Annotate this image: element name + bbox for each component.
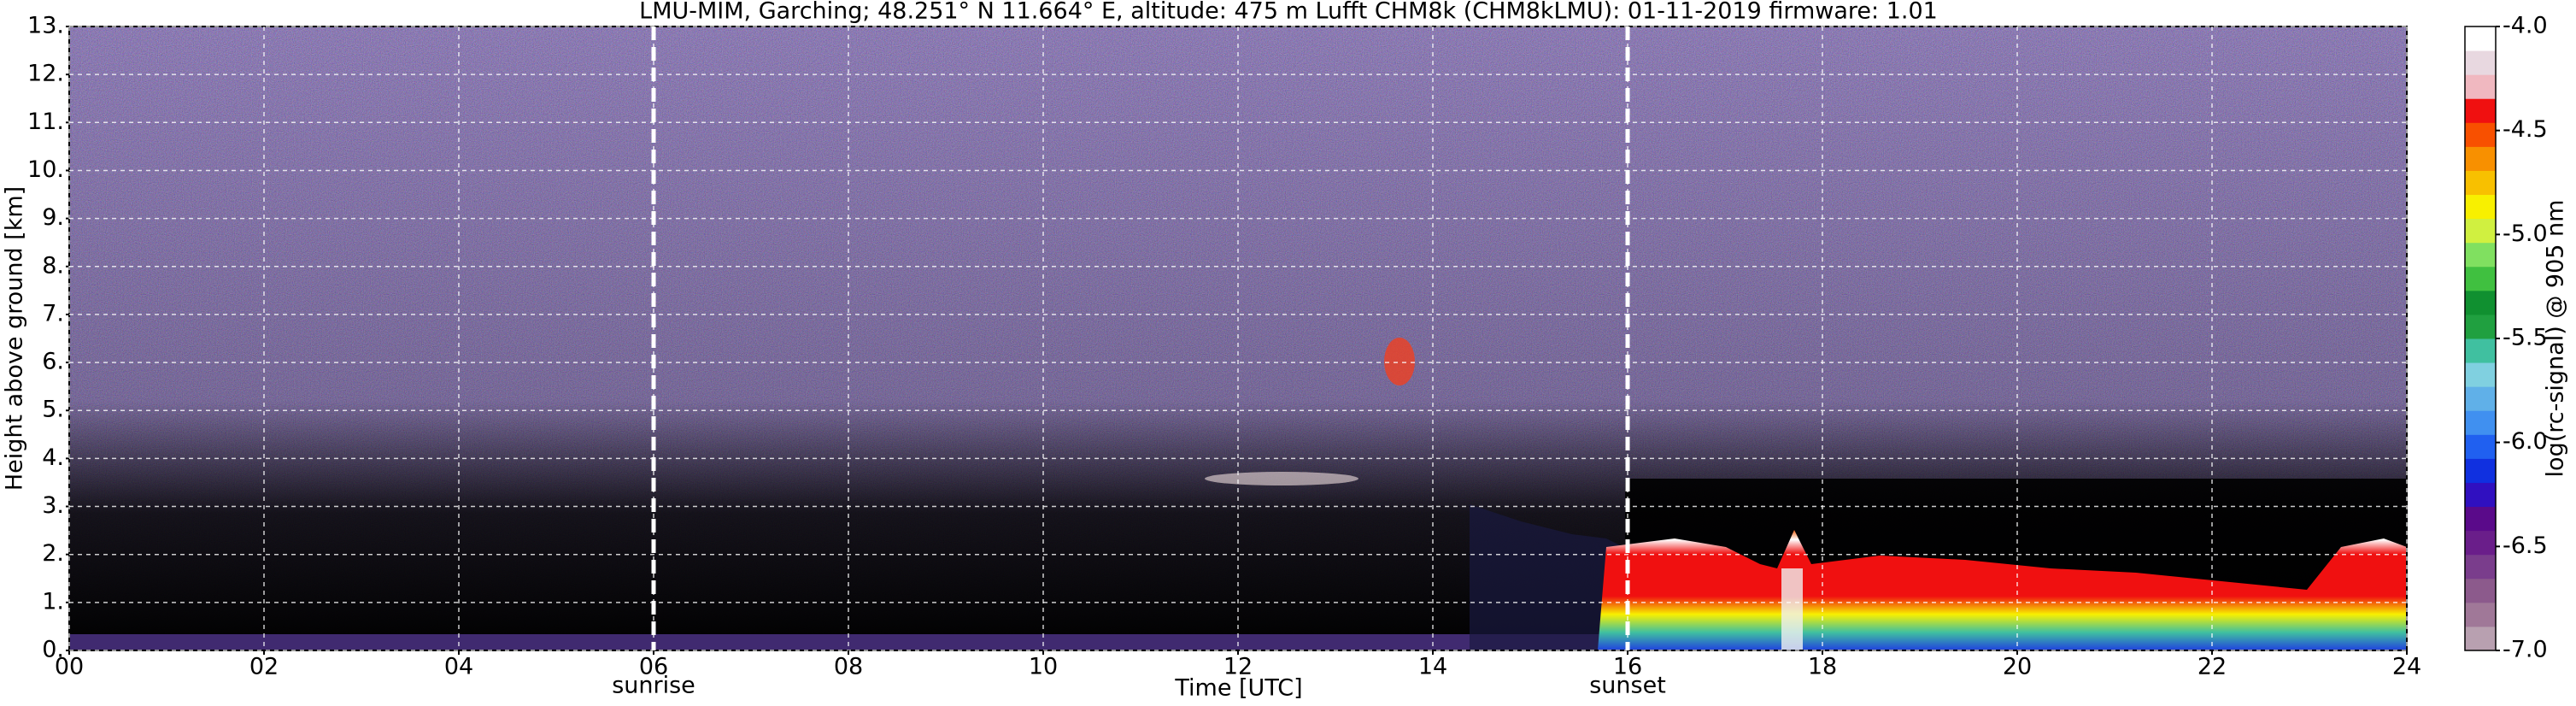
x-tick-label: 04 bbox=[444, 654, 473, 680]
colorbar-segment bbox=[2465, 578, 2496, 603]
colorbar-segment bbox=[2465, 338, 2496, 363]
colorbar-segment bbox=[2465, 26, 2496, 51]
colorbar-segment bbox=[2465, 506, 2496, 532]
colorbar-segment bbox=[2465, 50, 2496, 75]
x-tick-label: 18 bbox=[1808, 654, 1837, 680]
colorbar-segment bbox=[2465, 458, 2496, 483]
surface-layer bbox=[69, 634, 1625, 650]
colorbar-segment bbox=[2465, 98, 2496, 123]
echo-patch bbox=[1384, 338, 1415, 385]
colorbar-tick-label: -5.5 bbox=[2503, 325, 2548, 351]
annotation-label: sunrise bbox=[612, 673, 695, 699]
colorbar-segment bbox=[2465, 626, 2496, 651]
colorbar-tick-label: -4.0 bbox=[2503, 13, 2548, 39]
x-tick-label: 14 bbox=[1418, 654, 1447, 680]
colorbar-segment bbox=[2465, 602, 2496, 627]
y-tick-label: 7. bbox=[42, 300, 64, 327]
colorbar-tick-label: -6.0 bbox=[2503, 428, 2548, 455]
y-tick-label: 9. bbox=[42, 204, 64, 231]
x-tick-label: 16 bbox=[1613, 654, 1642, 680]
echo-streak bbox=[1781, 568, 1803, 650]
colorbar-segment bbox=[2465, 434, 2496, 459]
x-tick-label: 20 bbox=[2003, 654, 2032, 680]
x-tick-label: 08 bbox=[834, 654, 863, 680]
colorbar-segment bbox=[2465, 482, 2496, 508]
y-tick-label: 2. bbox=[42, 540, 64, 567]
y-tick-label: 12. bbox=[27, 61, 64, 87]
colorbar-segment bbox=[2465, 218, 2496, 244]
echo-low bbox=[1470, 504, 1632, 650]
y-tick-label: 10. bbox=[27, 156, 64, 183]
y-tick-label: 1. bbox=[42, 588, 64, 615]
x-tick-label: 02 bbox=[249, 654, 279, 680]
colorbar-segment bbox=[2465, 314, 2496, 339]
colorbar-tick-label: -7.0 bbox=[2503, 637, 2548, 663]
y-tick-label: 6. bbox=[42, 349, 64, 375]
x-tick-label: 10 bbox=[1029, 654, 1058, 680]
x-tick-label: 24 bbox=[2392, 654, 2421, 680]
colorbar-segment bbox=[2465, 362, 2496, 387]
y-axis-label: Height above ground [km] bbox=[2, 186, 28, 491]
colorbar-segment bbox=[2465, 242, 2496, 268]
colorbar-segment bbox=[2465, 74, 2496, 99]
y-tick-label: 5. bbox=[42, 397, 64, 423]
x-tick-label: 22 bbox=[2198, 654, 2227, 680]
annotation-label: sunset bbox=[1589, 673, 1666, 699]
colorbar-segment bbox=[2465, 530, 2496, 556]
colorbar-tick-label: -5.0 bbox=[2503, 221, 2548, 247]
x-tick-label: 06 bbox=[639, 654, 668, 680]
y-tick-label: 0. bbox=[42, 637, 64, 663]
colorbar-tick-label: -6.5 bbox=[2503, 532, 2548, 559]
chart-title: LMU-MIM, Garching; 48.251° N 11.664° E, … bbox=[639, 0, 1938, 25]
colorbar-tick-label: -4.5 bbox=[2503, 116, 2548, 143]
y-tick-label: 3. bbox=[42, 492, 64, 519]
echo-patch bbox=[1205, 472, 1358, 485]
colorbar-segment bbox=[2465, 146, 2496, 171]
y-tick-label: 13. bbox=[27, 13, 64, 39]
y-tick-label: 4. bbox=[42, 444, 64, 471]
colorbar-segment bbox=[2465, 194, 2496, 220]
x-tick-label: 00 bbox=[55, 654, 84, 680]
colorbar-segment bbox=[2465, 266, 2496, 291]
colorbar-segment bbox=[2465, 554, 2496, 580]
colorbar-segment bbox=[2465, 122, 2496, 147]
colorbar-label: log(rc-signal) @ 905 nm bbox=[2543, 200, 2569, 478]
colorbar-segment bbox=[2465, 290, 2496, 315]
y-tick-label: 8. bbox=[42, 252, 64, 279]
y-tick-label: 11. bbox=[27, 109, 64, 135]
colorbar-segment bbox=[2465, 386, 2496, 411]
colorbar-segment bbox=[2465, 410, 2496, 435]
colorbar-segment bbox=[2465, 170, 2496, 196]
x-tick-label: 12 bbox=[1223, 654, 1253, 680]
x-axis-label: Time [UTC] bbox=[1174, 675, 1302, 702]
